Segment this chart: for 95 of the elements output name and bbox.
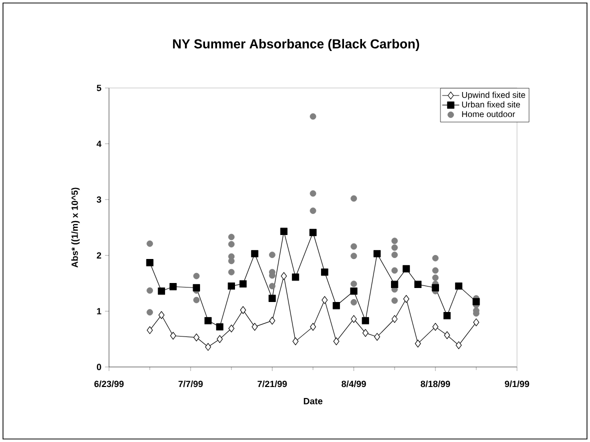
point (252, 322, 258, 331)
y-tick-label: 1 (97, 308, 102, 314)
y-axis-title: Abs* ((1/m) x 10^5) (71, 188, 80, 268)
point (309, 228, 317, 236)
point (432, 284, 440, 292)
point (374, 332, 380, 341)
point (321, 268, 328, 276)
point (391, 252, 398, 258)
point (205, 342, 212, 351)
point (146, 287, 154, 294)
x-tick-label: 8/4/99 (342, 380, 366, 388)
point (455, 282, 462, 290)
point (158, 287, 166, 295)
point (432, 267, 439, 274)
point (350, 280, 358, 288)
legend-label: Urban fixed site (462, 101, 520, 108)
y-tick-label: 2 (96, 252, 102, 259)
point (391, 244, 398, 251)
point (216, 335, 223, 343)
point (292, 337, 299, 346)
point (280, 228, 288, 235)
point (228, 282, 236, 290)
point (310, 322, 316, 331)
point (228, 234, 235, 240)
point (392, 315, 398, 323)
x-axis-title: Date (304, 398, 322, 404)
point (240, 306, 246, 314)
point (362, 317, 370, 324)
chart-title: NY Summer Absorbance (Black Carbon) (173, 38, 420, 52)
legend-label: Home outdoor (462, 110, 516, 118)
point (269, 252, 276, 258)
x-tick-label: 9/1/99 (504, 380, 530, 388)
point (391, 280, 398, 288)
point (350, 243, 358, 250)
point (146, 259, 154, 266)
point (269, 282, 276, 290)
point (228, 258, 235, 264)
point (239, 280, 247, 288)
point (432, 254, 439, 262)
point (280, 272, 287, 280)
point (146, 309, 154, 316)
point (170, 283, 177, 290)
point (332, 302, 340, 310)
point (456, 341, 462, 350)
point (251, 250, 258, 258)
point (350, 195, 358, 202)
point (444, 331, 450, 340)
x-tick-label: 7/21/99 (258, 380, 287, 388)
y-tick-label: 3 (96, 196, 102, 203)
point (146, 240, 154, 247)
point (268, 294, 276, 302)
point (350, 252, 358, 260)
point (391, 297, 398, 304)
point (170, 332, 176, 340)
point (193, 296, 200, 304)
point (310, 208, 316, 214)
point (193, 272, 200, 280)
point (228, 241, 235, 248)
point (403, 295, 410, 303)
point (333, 337, 340, 346)
point (322, 296, 328, 304)
point (216, 323, 224, 330)
point (414, 280, 422, 288)
point (391, 238, 398, 244)
point (193, 334, 200, 342)
point (472, 298, 480, 306)
point (204, 317, 212, 324)
point (146, 326, 153, 334)
y-tick-label: 4 (96, 140, 102, 147)
x-tick-label: 8/18/99 (420, 380, 450, 388)
point (414, 340, 421, 348)
point (228, 268, 235, 276)
point (350, 299, 358, 306)
x-tick-label: 6/23/99 (94, 380, 124, 388)
point (391, 267, 398, 274)
point (192, 284, 200, 292)
point (402, 265, 410, 272)
legend-label: Upwind fixed site (462, 92, 526, 100)
point (269, 316, 276, 325)
point (350, 315, 357, 323)
point (432, 322, 438, 331)
y-tick-label: 5 (96, 84, 102, 92)
point (432, 274, 439, 281)
point (374, 250, 381, 258)
point (310, 190, 316, 197)
point (473, 318, 480, 326)
point (443, 312, 451, 320)
point (350, 287, 358, 295)
point (228, 324, 234, 332)
point (158, 311, 164, 319)
point (362, 329, 368, 337)
x-tick-label: 7/7/99 (178, 380, 203, 388)
point (310, 113, 316, 120)
point (292, 274, 300, 281)
y-tick-label: 0 (96, 364, 102, 370)
